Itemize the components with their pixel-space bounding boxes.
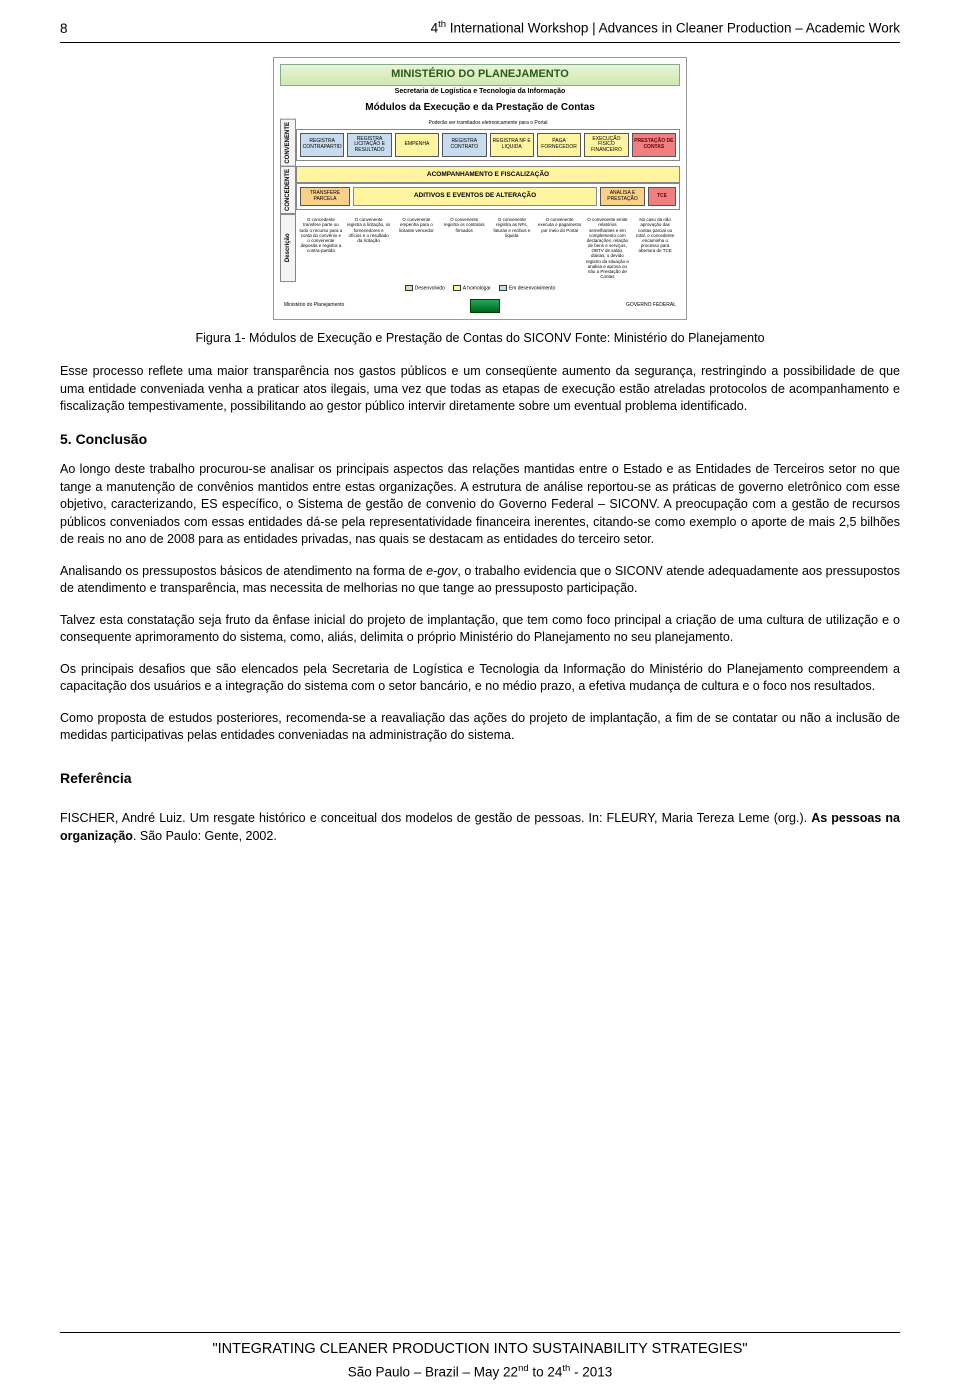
figure-box: REGISTRA NF E LIQUIDA: [490, 133, 534, 158]
legend-label: Desenvolvido: [415, 286, 445, 292]
footer-2b: to 24: [529, 1364, 563, 1379]
footer-sup1: nd: [518, 1363, 529, 1374]
figure-box: REGISTRA CONTRAPARTID: [300, 133, 344, 158]
figure-box: REGISTRA LICITAÇÃO E RESULTADO: [347, 133, 391, 158]
figure-desc: O concedente transfere parte ou todo o r…: [298, 216, 344, 280]
running-header: 8 4th International Workshop | Advances …: [60, 18, 900, 38]
figure-box: EXECUÇÃO FÍSICO FINANCEIRO: [584, 133, 628, 158]
legend-item: Desenvolvido: [405, 285, 445, 292]
figure-lane-descricao: Descrição: [280, 214, 296, 282]
figure-desc: O convenente emite relatórios semelhante…: [585, 216, 631, 280]
legend-label: A homologar: [463, 286, 491, 292]
figure-1: MINISTÉRIO DO PLANEJAMENTO Secretaria de…: [60, 57, 900, 319]
footer-line2: São Paulo – Brazil – May 22nd to 24th - …: [60, 1362, 900, 1382]
referencia-heading: Referência: [60, 769, 900, 789]
paragraph-conclusao-4: Os principais desafios que são elencados…: [60, 661, 900, 696]
figure-footer: Ministério do Planejamento GOVERNO FEDER…: [280, 296, 680, 313]
figure-legend: Desenvolvido A homologar Em desenvolvime…: [280, 282, 680, 295]
figure-banner-acomp: ACOMPANHAMENTO E FISCALIZAÇÃO: [296, 166, 680, 183]
figure-descriptions: O concedente transfere parte ou todo o r…: [296, 214, 680, 282]
figure-footer-right: GOVERNO FEDERAL: [626, 302, 676, 309]
legend-swatch-icon: [405, 285, 413, 291]
figure-desc: O convenente registra os contratos firma…: [441, 216, 487, 280]
figure-box: PAGA FORNECEDOR: [537, 133, 581, 158]
figure-ministry: MINISTÉRIO DO PLANEJAMENTO: [280, 64, 680, 85]
header-rule: [60, 42, 900, 43]
figure-banner-aditivos: ADITIVOS E EVENTOS DE ALTERAÇÃO: [353, 187, 597, 206]
section-5-heading: 5. Conclusão: [60, 430, 900, 450]
figure-note: Poderão ser tramitados eletronicamente p…: [296, 119, 680, 129]
paragraph-conclusao-3: Talvez esta constatação seja fruto da ên…: [60, 612, 900, 647]
page: 8 4th International Workshop | Advances …: [0, 0, 960, 1400]
figure-box: REGISTRA CONTRATO: [442, 133, 486, 158]
brasil-logo-icon: [470, 299, 500, 313]
footer-rule: [60, 1332, 900, 1333]
header-title-sup: th: [438, 19, 446, 30]
footer-2c: - 2013: [570, 1364, 612, 1379]
figure-desc: No caso da não aprovação das contas parc…: [632, 216, 678, 280]
legend-swatch-icon: [499, 285, 507, 291]
figure-main-title: Módulos da Execução e da Prestação de Co…: [280, 99, 680, 119]
figure-box: TRANSFERE PARCELA: [300, 187, 350, 206]
figure-lane-convenente: CONVENENTE: [280, 119, 296, 167]
figure-diagram: MINISTÉRIO DO PLANEJAMENTO Secretaria de…: [280, 64, 680, 312]
header-title-prefix: 4: [431, 21, 439, 36]
paragraph-conclusao-2: Analisando os pressupostos básicos de at…: [60, 563, 900, 598]
figure-box: ANALISA E PRESTAÇÃO: [600, 187, 645, 206]
figure-frame: MINISTÉRIO DO PLANEJAMENTO Secretaria de…: [273, 57, 687, 319]
header-title-rest: International Workshop | Advances in Cle…: [446, 21, 900, 36]
figure-desc: O convenente registra as NFs, faturas e …: [489, 216, 535, 280]
para3-egov: e-gov: [426, 564, 457, 578]
reference-entry: FISCHER, André Luiz. Um resgate históric…: [60, 810, 900, 845]
figure-subtitle: Secretaria de Logística e Tecnologia da …: [280, 86, 680, 99]
figure-box: TCE: [648, 187, 676, 206]
figure-caption: Figura 1- Módulos de Execução e Prestaçã…: [60, 330, 900, 348]
figure-box: PRESTAÇÃO DE CONTAS: [632, 133, 676, 158]
page-number: 8: [60, 20, 68, 39]
para3-a: Analisando os pressupostos básicos de at…: [60, 564, 426, 578]
paragraph-conclusao-1: Ao longo deste trabalho procurou-se anal…: [60, 461, 900, 549]
legend-item: A homologar: [453, 285, 491, 292]
figure-desc: O convenente registra a licitação, os fo…: [346, 216, 392, 280]
figure-desc: O convenente executa o pagamento por mei…: [537, 216, 583, 280]
paragraph-conclusao-5: Como proposta de estudos posteriores, re…: [60, 710, 900, 745]
footer-line1: "INTEGRATING CLEANER PRODUCTION INTO SUS…: [60, 1339, 900, 1359]
figure-row2: TRANSFERE PARCELA ADITIVOS E EVENTOS DE …: [296, 183, 680, 210]
header-title: 4th International Workshop | Advances in…: [431, 18, 900, 38]
figure-lane-concedente: CONCEDENTE: [280, 166, 296, 214]
legend-swatch-icon: [453, 285, 461, 291]
paragraph-intro: Esse processo reflete uma maior transpar…: [60, 363, 900, 416]
page-footer: "INTEGRATING CLEANER PRODUCTION INTO SUS…: [60, 1332, 900, 1382]
footer-2a: São Paulo – Brazil – May 22: [348, 1364, 518, 1379]
ref-a: FISCHER, André Luiz. Um resgate históric…: [60, 811, 811, 825]
legend-label: Em desenvolvimento: [509, 286, 555, 292]
figure-desc: O convenente empenha para o licitante ve…: [394, 216, 440, 280]
figure-row1: REGISTRA CONTRAPARTID REGISTRA LICITAÇÃO…: [296, 129, 680, 162]
figure-footer-left: Ministério do Planejamento: [284, 302, 344, 309]
figure-box: EMPENHA: [395, 133, 439, 158]
ref-b: . São Paulo: Gente, 2002.: [133, 829, 277, 843]
legend-item: Em desenvolvimento: [499, 285, 555, 292]
